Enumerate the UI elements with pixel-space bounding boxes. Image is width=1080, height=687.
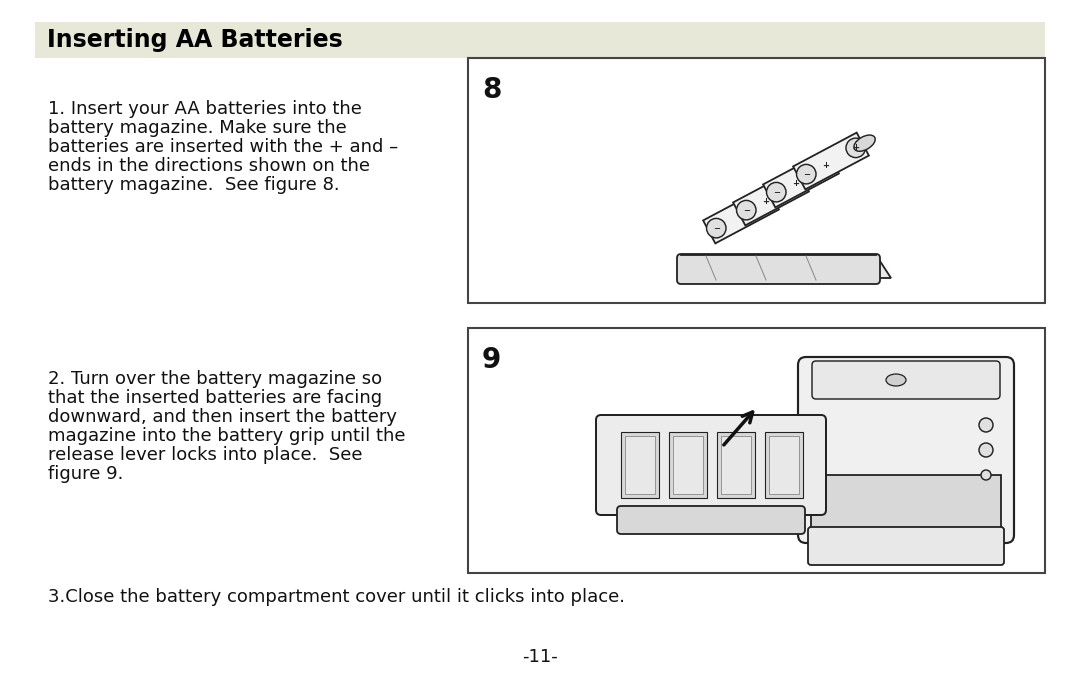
Text: ends in the directions shown on the: ends in the directions shown on the (48, 157, 370, 175)
Text: 1. Insert your AA batteries into the: 1. Insert your AA batteries into the (48, 100, 362, 118)
Ellipse shape (797, 164, 816, 184)
Text: battery magazine. Make sure the: battery magazine. Make sure the (48, 119, 347, 137)
Polygon shape (793, 133, 869, 190)
Text: release lever locks into place.  See: release lever locks into place. See (48, 446, 363, 464)
Text: -11-: -11- (522, 648, 558, 666)
Bar (625, 436, 654, 494)
Text: +: + (762, 197, 769, 206)
Bar (765, 432, 804, 498)
Ellipse shape (981, 470, 991, 480)
Polygon shape (681, 255, 891, 278)
Text: −: − (773, 188, 780, 196)
Ellipse shape (764, 189, 785, 205)
Bar (811, 475, 1001, 530)
Ellipse shape (978, 418, 993, 432)
Text: Inserting AA Batteries: Inserting AA Batteries (48, 28, 342, 52)
Ellipse shape (737, 201, 756, 220)
Bar (468, 328, 1045, 573)
Bar (669, 432, 707, 498)
Ellipse shape (854, 135, 875, 151)
Text: battery magazine.  See figure 8.: battery magazine. See figure 8. (48, 176, 339, 194)
Ellipse shape (756, 192, 775, 212)
FancyBboxPatch shape (596, 415, 826, 515)
Text: −: − (743, 205, 750, 214)
FancyBboxPatch shape (808, 527, 1004, 565)
Text: +: + (852, 144, 860, 153)
Polygon shape (764, 150, 839, 207)
Ellipse shape (706, 218, 726, 238)
Text: 8: 8 (482, 76, 501, 104)
FancyBboxPatch shape (812, 361, 1000, 399)
Bar (35, 22, 1045, 58)
FancyBboxPatch shape (798, 357, 1014, 543)
Ellipse shape (767, 182, 786, 202)
Ellipse shape (846, 138, 865, 157)
Ellipse shape (816, 156, 836, 176)
Ellipse shape (794, 171, 815, 188)
Text: +: + (793, 179, 799, 188)
Polygon shape (681, 255, 696, 282)
Bar (717, 432, 755, 498)
Text: 2. Turn over the battery magazine so: 2. Turn over the battery magazine so (48, 370, 382, 388)
Text: downward, and then insert the battery: downward, and then insert the battery (48, 408, 397, 426)
Text: −: − (713, 224, 719, 233)
Text: batteries are inserted with the + and –: batteries are inserted with the + and – (48, 138, 399, 156)
Text: 9: 9 (482, 346, 501, 374)
Bar (673, 436, 703, 494)
Text: magazine into the battery grip until the: magazine into the battery grip until the (48, 427, 405, 445)
Text: −: − (802, 170, 810, 179)
Text: that the inserted batteries are facing: that the inserted batteries are facing (48, 389, 382, 407)
Bar (621, 432, 659, 498)
Ellipse shape (824, 153, 846, 169)
Ellipse shape (786, 174, 806, 194)
Text: 3.Close the battery compartment cover until it clicks into place.: 3.Close the battery compartment cover un… (48, 588, 625, 606)
Bar (468, 58, 1045, 303)
Polygon shape (733, 168, 809, 225)
Ellipse shape (886, 374, 906, 386)
Bar (769, 436, 799, 494)
Ellipse shape (978, 443, 993, 457)
Text: figure 9.: figure 9. (48, 465, 123, 483)
Text: +: + (822, 161, 829, 170)
Polygon shape (703, 187, 779, 243)
FancyBboxPatch shape (677, 254, 880, 284)
FancyBboxPatch shape (617, 506, 805, 534)
Bar (721, 436, 751, 494)
